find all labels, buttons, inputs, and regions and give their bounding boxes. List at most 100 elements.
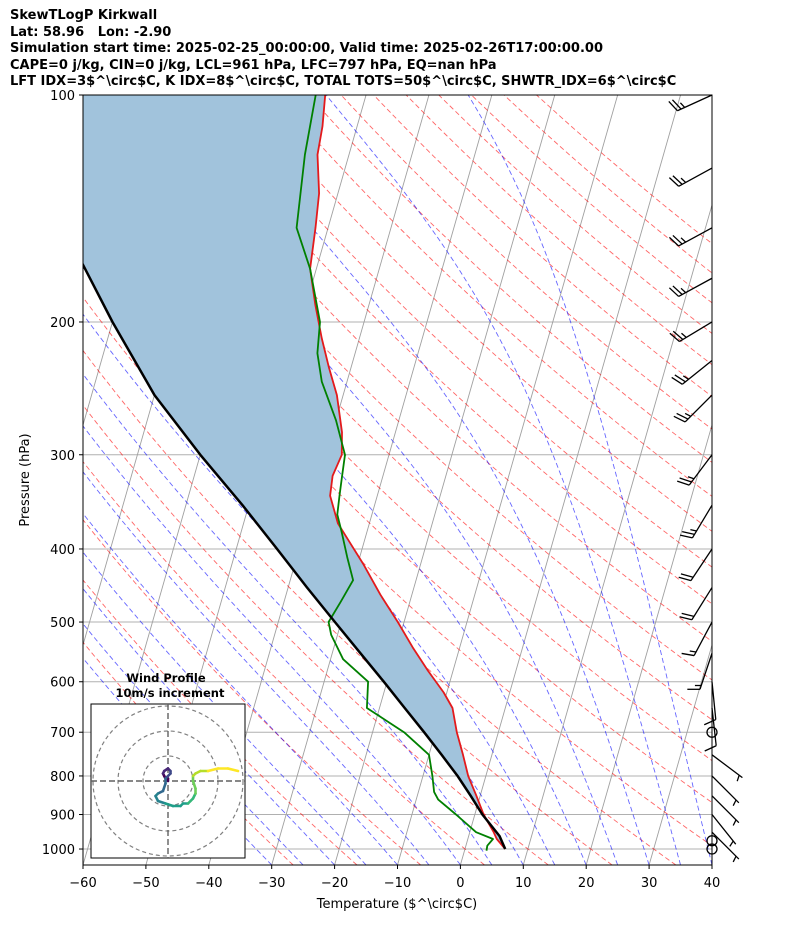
- y-tick-label: 1000: [42, 843, 75, 858]
- dry-adiabat: [83, 641, 294, 865]
- x-tick-label: −10: [384, 876, 411, 891]
- dry-adiabat: [242, 95, 712, 532]
- barb-half-feather: [680, 287, 687, 294]
- moist-adiabat: [83, 425, 461, 865]
- inset-subtitle: 10m/s increment: [116, 686, 225, 700]
- x-tick-label: 30: [641, 876, 658, 891]
- dry-adiabat: [275, 95, 712, 497]
- barb-half-feather: [680, 177, 687, 183]
- isotherm-line: [334, 95, 556, 865]
- hodograph-segment: [206, 767, 220, 773]
- hodograph-segment: [164, 802, 175, 808]
- barb-half-feather: [732, 855, 737, 863]
- barb-feather: [668, 101, 678, 112]
- x-tick-label: 0: [456, 876, 464, 891]
- barb-staff: [679, 321, 713, 343]
- dry-adiabat: [405, 95, 712, 366]
- wind-barb: [673, 394, 713, 423]
- y-axis-label: Pressure (hPa): [18, 433, 33, 526]
- y-tick-label: 800: [50, 770, 75, 785]
- y-tick-label: 600: [50, 676, 75, 691]
- barb-staff: [690, 548, 713, 581]
- x-axis-label: Temperature ($^\circ$C): [316, 897, 477, 912]
- barb-feather: [671, 99, 682, 110]
- barb-feather: [679, 616, 693, 621]
- barb-staff: [711, 681, 717, 720]
- barb-feather: [668, 287, 680, 297]
- profile-lines: [83, 95, 507, 851]
- wind-profile-inset: Wind Profile 10m/s increment: [90, 671, 246, 859]
- chart-header: SkewTLogP Kirkwall Lat: 58.96 Lon: -2.90…: [10, 8, 676, 91]
- wind-barb: [704, 707, 717, 752]
- dewpoint-line: [295, 95, 494, 851]
- hodograph-segment: [191, 779, 197, 790]
- barb-feather: [669, 332, 680, 343]
- y-tick-label: 100: [50, 89, 75, 104]
- parcel-line: [83, 262, 507, 850]
- barb-half-feather: [729, 840, 734, 847]
- moist-adiabat: [467, 95, 712, 865]
- barb-half-feather: [690, 528, 697, 532]
- wind-barb: [711, 814, 737, 847]
- barb-feather: [680, 573, 694, 578]
- wind-barb: [668, 277, 713, 298]
- y-tick-label: 900: [50, 809, 75, 824]
- wind-barb: [668, 167, 713, 187]
- barb-feather: [676, 480, 690, 486]
- dry-adiabat: [83, 244, 712, 847]
- x-tick-label: −50: [132, 876, 159, 891]
- x-tick-label: −30: [258, 876, 285, 891]
- barb-staff: [691, 587, 713, 621]
- barb-feather: [672, 234, 683, 245]
- wind-barb: [678, 548, 713, 582]
- wind-barb: [711, 831, 740, 863]
- isotherm-line: [585, 423, 712, 865]
- barb-half-feather: [732, 799, 737, 806]
- x-tick-label: −40: [195, 876, 222, 891]
- barb-staff: [681, 360, 713, 385]
- x-tick-label: 20: [578, 876, 595, 891]
- barb-feather: [668, 236, 680, 247]
- isotherm-line: [522, 203, 712, 865]
- barb-feather: [671, 376, 683, 385]
- chart-title: SkewTLogP Kirkwall: [10, 8, 158, 23]
- moist-adiabat: [325, 95, 681, 865]
- wind-barb: [687, 653, 713, 690]
- simulation-time-line: Simulation start time: 2025-02-25_00:00:…: [10, 41, 603, 56]
- barb-staff: [693, 621, 713, 656]
- wind-barb: [669, 321, 713, 343]
- barb-half-feather: [684, 412, 692, 417]
- barb-half-feather: [681, 332, 687, 338]
- x-tick-label: 10: [515, 876, 532, 891]
- wind-barbs: [668, 94, 743, 863]
- barb-staff: [684, 394, 713, 423]
- barb-feather: [672, 285, 683, 296]
- y-tick-label: 500: [50, 616, 75, 631]
- cape-shading: [83, 95, 506, 849]
- dry-adiabat: [536, 95, 712, 245]
- barb-half-feather: [679, 102, 686, 108]
- y-tick-label: 200: [50, 316, 75, 331]
- barb-staff: [678, 277, 713, 298]
- wind-barb: [668, 227, 713, 247]
- axes: −60 −50 −40 −30 −20 −10 0 10 20 30 40 1000 900 800 700…: [42, 89, 720, 891]
- y-tick-label: 300: [50, 449, 75, 464]
- barb-feather: [674, 374, 686, 383]
- moist-adiabat: [83, 373, 493, 865]
- hodograph-segment: [161, 782, 167, 793]
- x-tick-label: −20: [321, 876, 348, 891]
- moist-adiabat: [83, 512, 398, 865]
- x-tick-label: −60: [69, 876, 96, 891]
- barb-feather: [676, 412, 689, 420]
- barb-feather: [673, 415, 686, 423]
- barb-half-feather: [732, 819, 737, 826]
- barb-staff: [711, 754, 743, 779]
- isotherm-line: [648, 643, 712, 865]
- dry-adiabat: [83, 296, 677, 865]
- location-line: Lat: 58.96 Lon: -2.90: [10, 24, 172, 40]
- barb-half-feather: [687, 476, 695, 480]
- moist-adiabat: [83, 551, 367, 865]
- wind-barb: [711, 754, 743, 782]
- x-tick-label: 40: [704, 876, 721, 891]
